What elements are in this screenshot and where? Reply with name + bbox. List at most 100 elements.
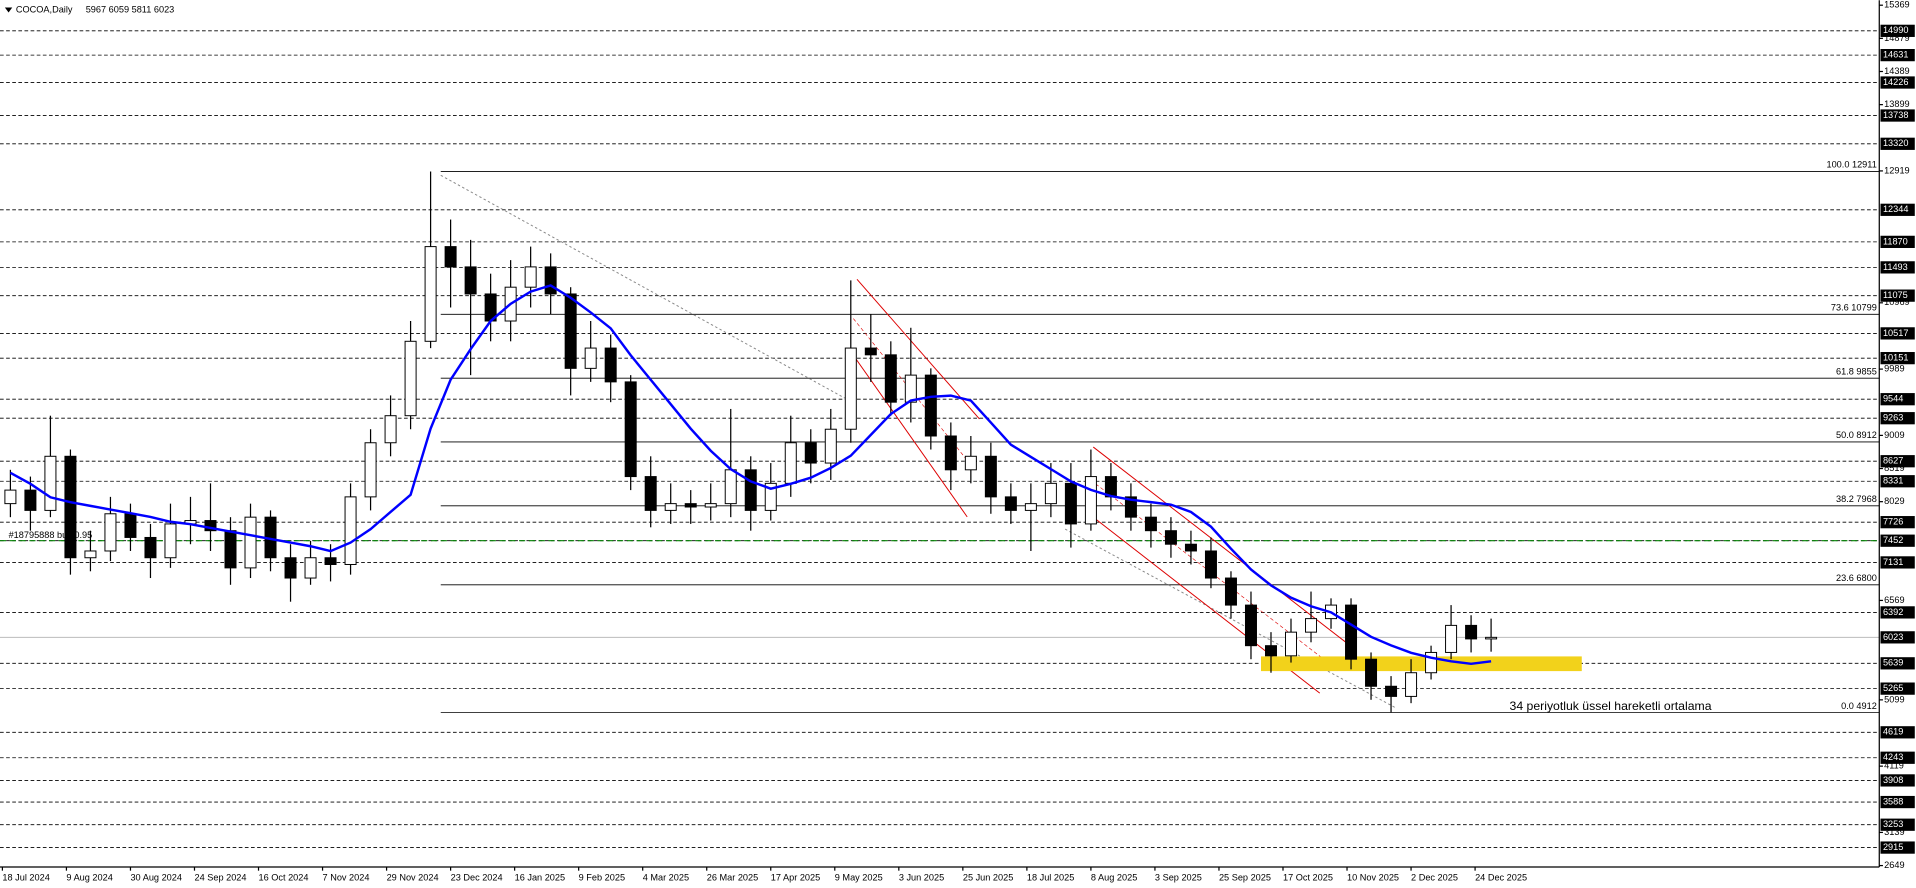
candle-body [644, 476, 657, 511]
x-tick-label: 7 Nov 2024 [323, 872, 370, 882]
y-tick-label: 9989 [1884, 364, 1904, 374]
level-label: 6392 [1883, 607, 1903, 617]
moving-average [9, 284, 1492, 666]
x-tick-label: 4 Mar 2025 [643, 872, 689, 882]
fib-label: 0.0 4912 [1841, 701, 1877, 711]
level-label-box [1880, 24, 1915, 37]
candle-body [1084, 476, 1097, 525]
candle-body [524, 266, 537, 288]
candle-body [1305, 618, 1318, 633]
candle-body [944, 435, 957, 471]
symbol-title: COCOA,Daily [16, 4, 73, 14]
ma-annotation: 34 periyotluk üssel hareketli ortalama [1510, 699, 1712, 713]
fib-label: 23.6 6800 [1836, 573, 1877, 583]
y-tick-label: 4119 [1884, 761, 1904, 771]
candle-body [464, 266, 477, 295]
x-tick-label: 8 Aug 2025 [1091, 872, 1137, 882]
level-label-box [1880, 289, 1915, 302]
trend-line [440, 174, 845, 399]
candle-body [884, 354, 897, 403]
candle-body [1184, 543, 1197, 552]
y-tick-label: 2649 [1884, 860, 1904, 870]
level-label: 4619 [1883, 727, 1903, 737]
menu-icon[interactable] [4, 7, 13, 13]
level-label: 9544 [1883, 394, 1903, 404]
level-label-box [1880, 751, 1915, 764]
candle-body [824, 428, 837, 464]
order-label: #18795888 buy 0.95 [9, 530, 93, 540]
y-tick-label: 15369 [1884, 0, 1910, 10]
candle-body [1385, 685, 1398, 697]
level-label: 3908 [1883, 775, 1903, 785]
channel-line [852, 354, 968, 518]
candle-body [124, 513, 137, 538]
candle-body [304, 557, 317, 579]
candle-body [84, 550, 97, 559]
level-label-box [1880, 393, 1915, 406]
candle-body [1345, 604, 1358, 660]
y-tick-label: 8519 [1884, 463, 1904, 473]
candle-body [844, 347, 857, 430]
candle-body [544, 266, 557, 295]
levels-layer: 100.0 12911 73.6 10799 61.8 9855 50.0 8912 3… [0, 30, 1880, 849]
candle-body [1244, 604, 1257, 647]
level-label: 5639 [1883, 658, 1903, 668]
x-tick-label: 29 Nov 2024 [387, 872, 439, 882]
x-tick-label: 16 Oct 2024 [259, 872, 309, 882]
level-label-box [1880, 76, 1915, 89]
x-tick-label: 30 Aug 2024 [130, 872, 182, 882]
y-tick-label: 3139 [1884, 827, 1904, 837]
level-label: 12344 [1883, 204, 1909, 214]
candle-body [1204, 550, 1217, 579]
level-label-box [1880, 412, 1915, 425]
level-label: 14631 [1883, 50, 1909, 60]
candle-body [664, 503, 677, 511]
ohlc-text: 5967 6059 5811 6023 [86, 4, 175, 14]
x-tick-label: 17 Apr 2025 [771, 872, 820, 882]
x-tick-label: 17 Oct 2025 [1283, 872, 1333, 882]
candle-body [384, 415, 397, 444]
level-label-box [1880, 818, 1915, 831]
fib-label: 73.6 10799 [1831, 303, 1877, 313]
candle-body [244, 516, 257, 569]
level-label: 11493 [1883, 262, 1908, 272]
y-tick-label: 10969 [1884, 297, 1910, 307]
candle-body [1284, 631, 1297, 657]
y-tick-label: 6569 [1884, 595, 1904, 605]
level-label: 2915 [1883, 842, 1903, 852]
x-tick-label: 9 Aug 2024 [66, 872, 112, 882]
y-tick-label: 9009 [1884, 430, 1904, 440]
candle-body [284, 557, 297, 579]
level-label-box [1880, 606, 1915, 619]
candle-body [584, 347, 597, 369]
level-label-box [1880, 726, 1915, 739]
candle-body [1445, 624, 1458, 653]
x-tick-label: 18 Jul 2024 [2, 872, 49, 882]
channel-line [856, 279, 980, 420]
candle-body [1405, 672, 1418, 697]
level-label-box [1880, 795, 1915, 809]
level-label: 9263 [1883, 413, 1903, 423]
level-label-box [1880, 556, 1915, 569]
candle-body [4, 489, 17, 505]
x-tick-label: 9 May 2025 [835, 872, 883, 882]
candle-body [144, 536, 157, 559]
level-label-box [1880, 516, 1915, 529]
level-label-box [1880, 455, 1915, 468]
candle-body [864, 347, 877, 356]
x-tick-label: 3 Sep 2025 [1155, 872, 1202, 882]
candle-body [684, 503, 697, 508]
fib-label: 50.0 8912 [1836, 430, 1877, 440]
candle-body [164, 523, 177, 559]
y-tick-label: 5099 [1884, 694, 1904, 704]
candle-body [1124, 496, 1137, 518]
candle-body [904, 374, 917, 403]
level-label: 13320 [1883, 138, 1909, 148]
x-tick-label: 25 Jun 2025 [963, 872, 1014, 882]
last-price-box [1880, 631, 1915, 644]
level-label: 8331 [1883, 476, 1903, 486]
y-tick-label: 14389 [1884, 66, 1910, 76]
candle-body [104, 513, 117, 552]
